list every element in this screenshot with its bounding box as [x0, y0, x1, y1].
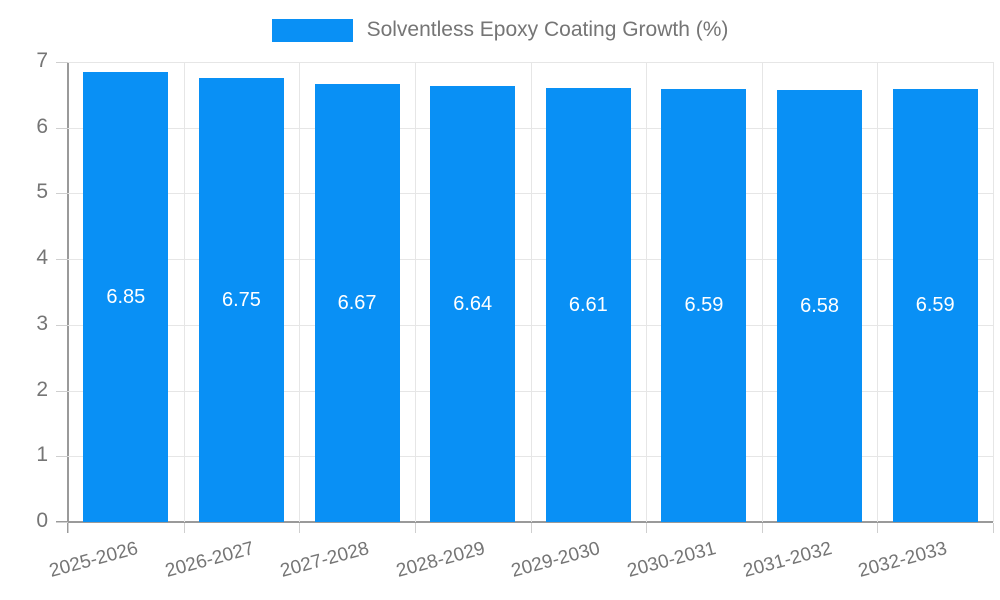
x-tick [646, 523, 648, 533]
y-tick-label: 1 [36, 443, 48, 467]
bar [314, 83, 400, 522]
gridline-vertical [414, 62, 416, 522]
y-tick [56, 62, 68, 63]
gridline-vertical [646, 62, 648, 522]
y-tick-label: 2 [36, 377, 48, 401]
y-tick-label: 7 [36, 49, 48, 72]
x-axis-label: 2030-2031 [625, 538, 719, 582]
x-tick [414, 523, 416, 533]
y-tick [56, 324, 68, 326]
x-axis-line [56, 521, 993, 523]
bar-value-label: 6.59 [684, 294, 724, 317]
bar-value-label: 6.61 [568, 293, 608, 316]
plot-area: 6.85 6.75 6.67 6.64 6.61 6.59 6.58 6.59 [68, 62, 994, 522]
x-tick [761, 523, 763, 533]
bar-value-label: 6.67 [337, 291, 377, 314]
x-tick [299, 523, 301, 533]
bar-value-label: 6.75 [221, 289, 261, 312]
y-tick-label: 6 [36, 114, 48, 138]
bar [661, 88, 747, 522]
legend-label: Solventless Epoxy Coating Growth (%) [366, 18, 729, 41]
bar-value-label: 6.64 [453, 292, 493, 315]
y-tick [56, 259, 68, 261]
bar-value-label: 6.58 [800, 294, 840, 317]
bar [777, 89, 863, 522]
bar [892, 88, 978, 522]
bar-value-label: 6.59 [915, 294, 955, 317]
legend-swatch[interactable] [271, 18, 353, 42]
y-tick-label: 3 [36, 311, 48, 335]
bar [430, 85, 516, 522]
y-tick [56, 193, 68, 195]
x-axis-label: 2028-2029 [393, 538, 488, 582]
legend[interactable]: Solventless Epoxy Coating Growth (%) [0, 18, 1000, 42]
x-tick [68, 523, 69, 533]
y-tick [56, 522, 68, 523]
x-axis-label: 2026-2027 [162, 538, 256, 582]
gridline-vertical [530, 62, 532, 522]
bar [545, 87, 631, 522]
gridline-vertical [299, 62, 301, 522]
x-tick [993, 523, 994, 533]
x-tick [530, 523, 532, 533]
bar [198, 78, 284, 522]
x-tick [877, 523, 879, 533]
x-axis-label: 2032-2033 [856, 538, 950, 582]
y-tick-label: 0 [36, 509, 48, 532]
x-axis-label: 2025-2026 [47, 538, 141, 582]
x-axis-label: 2029-2030 [509, 538, 603, 582]
gridline-vertical [877, 62, 879, 522]
x-axis-label: 2031-2032 [740, 538, 834, 582]
gridline-vertical [183, 62, 185, 522]
x-axis-label: 2027-2028 [278, 538, 372, 582]
y-tick [56, 127, 68, 129]
y-tick-label: 4 [36, 246, 48, 270]
y-tick [56, 390, 68, 392]
bar-value-label: 6.85 [106, 285, 146, 308]
gridline-vertical [761, 62, 763, 522]
bar [83, 71, 169, 522]
x-tick [183, 523, 185, 533]
y-tick-label: 5 [36, 180, 48, 204]
y-tick [56, 456, 68, 458]
gridline-vertical [993, 62, 994, 522]
y-axis-line [67, 62, 69, 533]
